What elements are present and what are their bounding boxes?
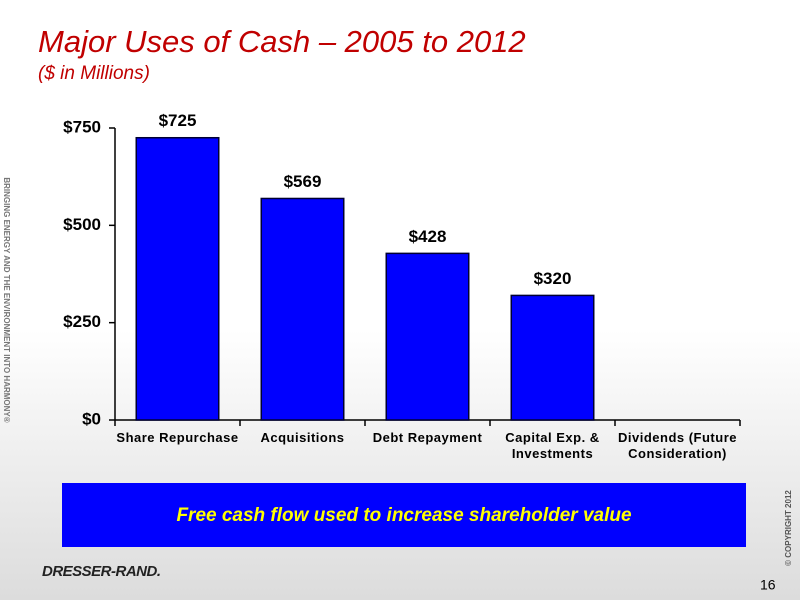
chart-title: Major Uses of Cash – 2005 to 2012 [38,24,526,59]
x-tick-label: Share Repurchase [116,430,239,445]
value-label: $428 [409,227,447,246]
y-tick-label: $500 [63,215,101,234]
value-label: $320 [534,269,572,288]
y-tick-label: $750 [63,117,101,136]
x-tick-label: Acquisitions [260,430,345,445]
chart-subtitle: ($ in Millions) [38,63,150,84]
bar [385,252,470,421]
y-tick-label: $250 [63,312,101,331]
value-label: $569 [284,172,322,191]
logo: DRESSER-RAND. [42,563,161,580]
banner [62,483,746,547]
page-number: 16 [760,577,776,593]
value-label: $725 [159,111,197,130]
bar [260,197,345,421]
x-tick-label: Debt Repayment [372,430,483,445]
bar [135,136,220,421]
banner-text: Free cash flow used to increase sharehol… [176,505,632,526]
x-tick-label: Capital Exp. & Investments [505,430,600,461]
copyright: © COPYRIGHT 2012 [784,490,793,566]
bar [510,294,595,421]
x-tick-label: Dividends (Future Consideration) [617,430,737,461]
y-tick-label: $0 [82,409,101,428]
tagline: BRINGING ENERGY AND THE ENVIRONMENT INTO… [2,177,11,422]
